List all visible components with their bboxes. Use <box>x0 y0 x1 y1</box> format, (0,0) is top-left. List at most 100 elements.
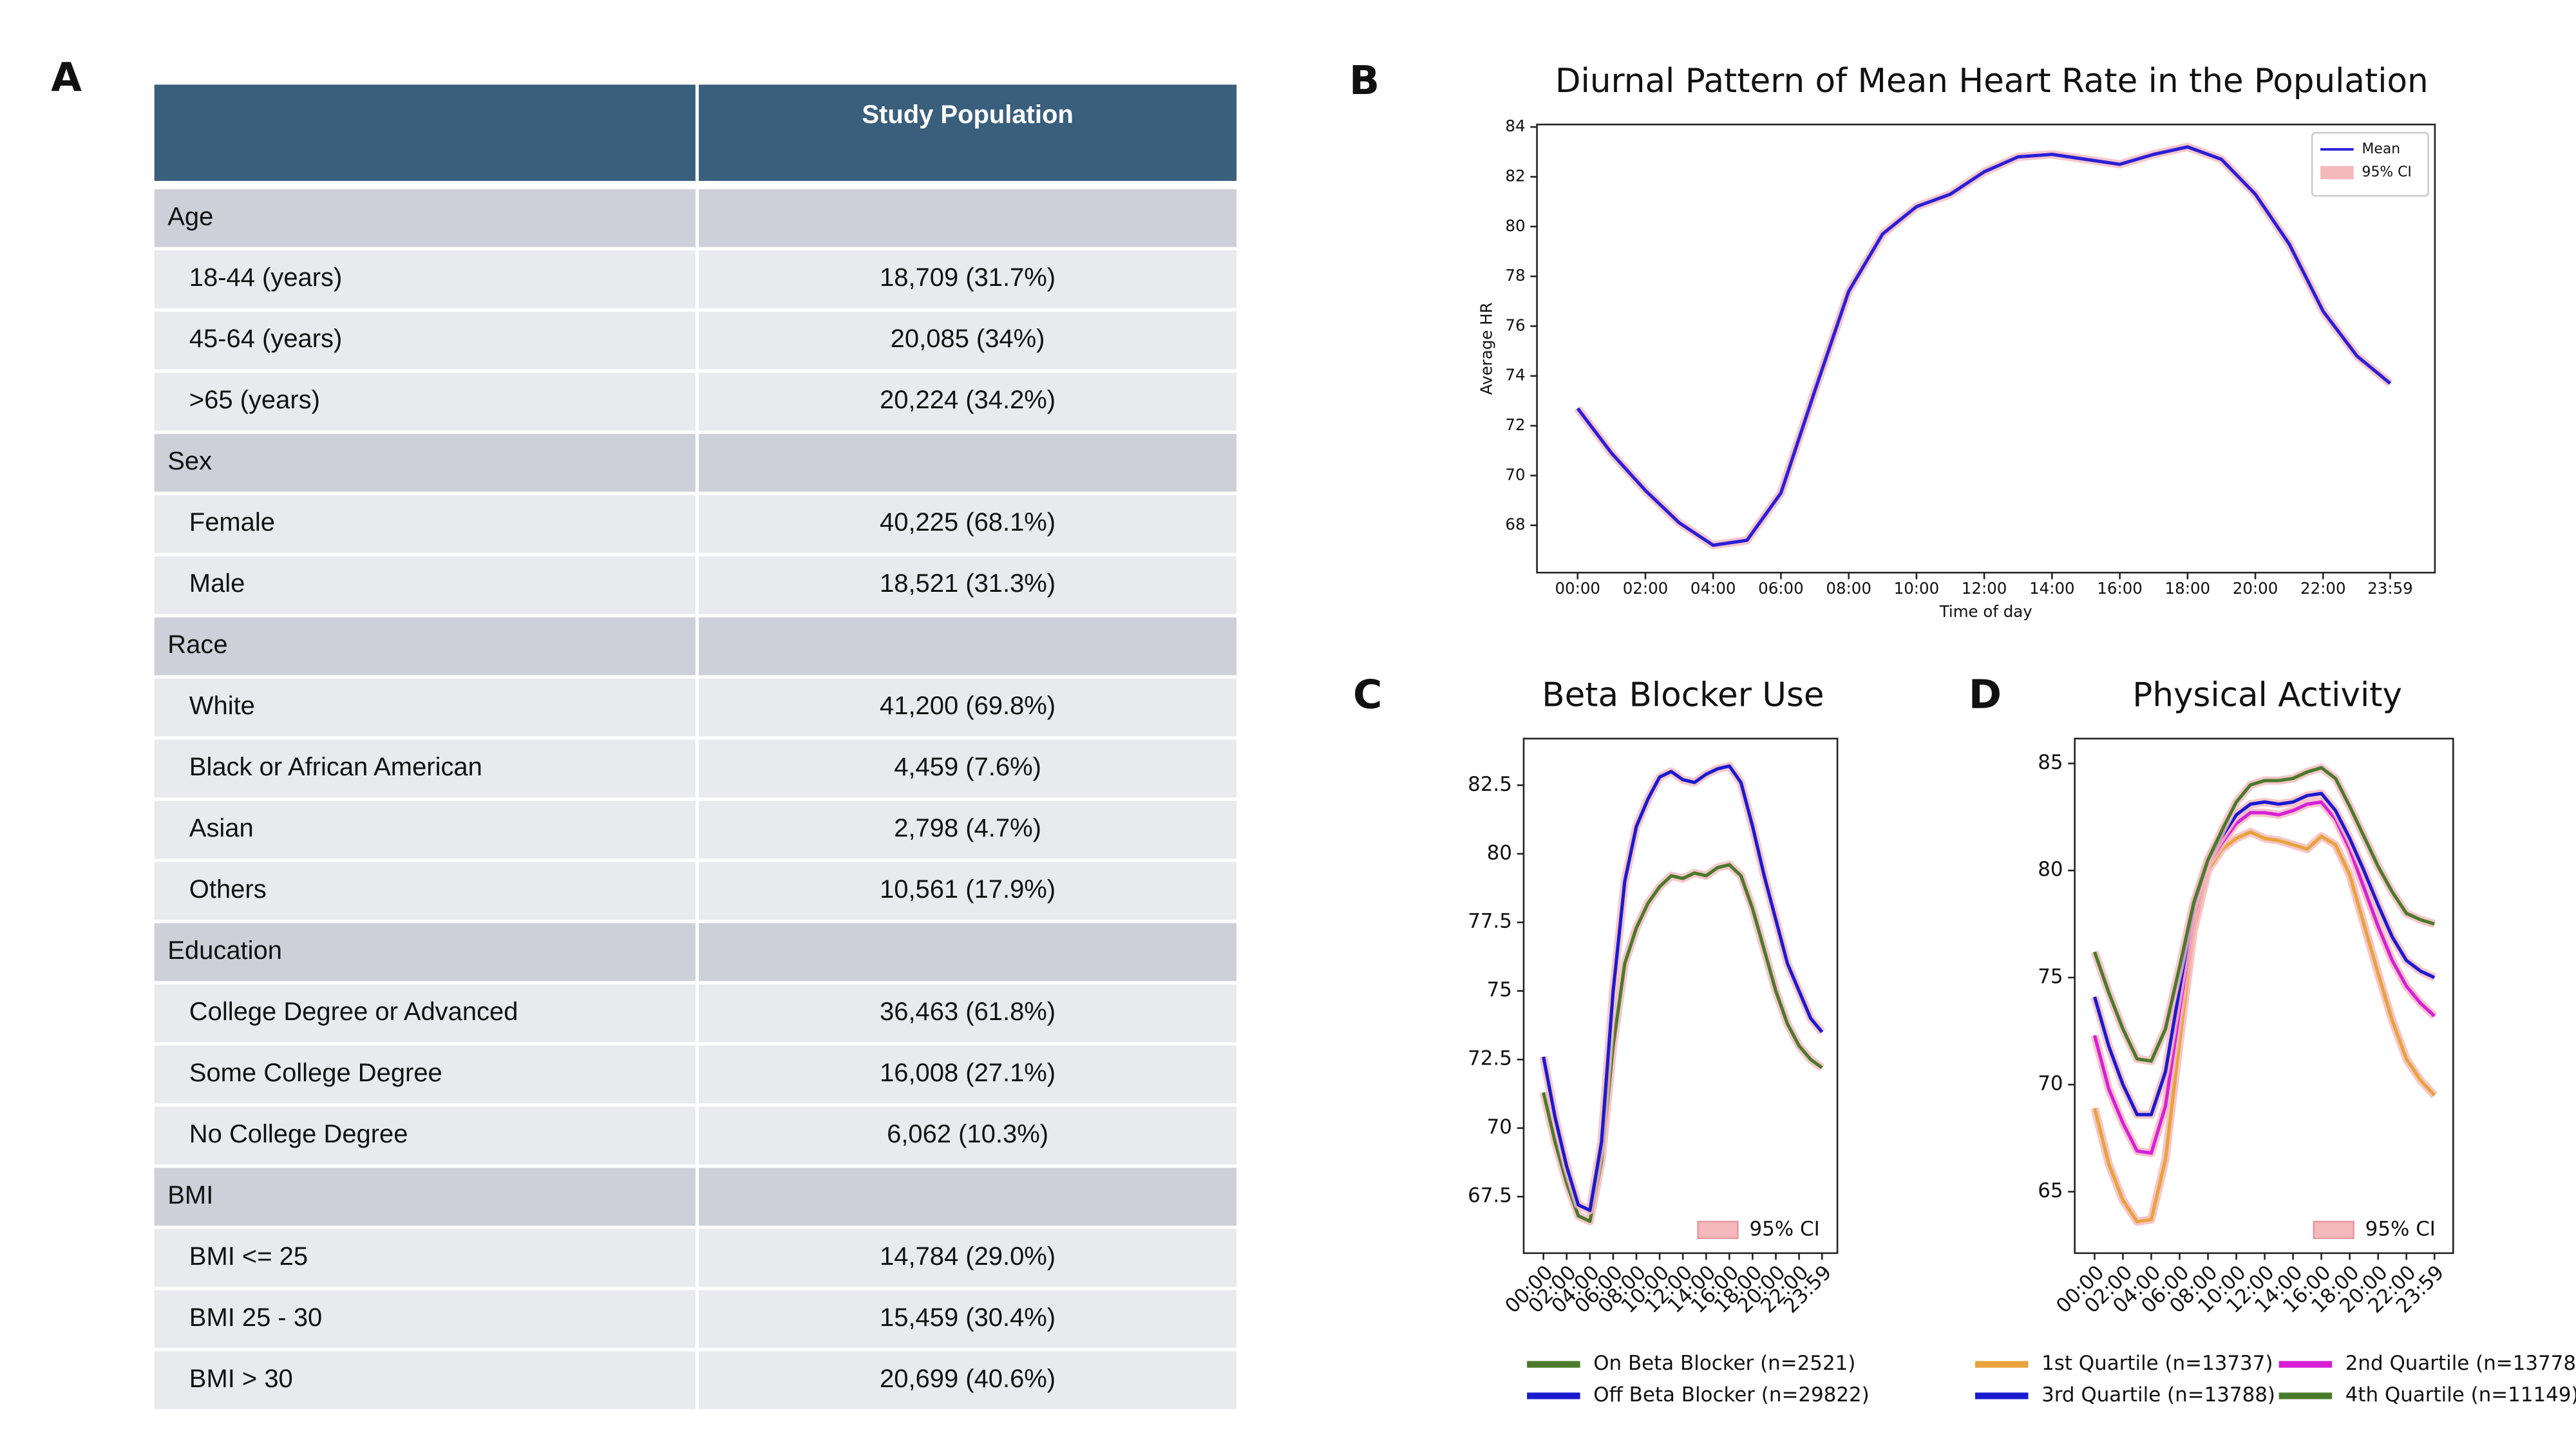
panel-label: A <box>51 54 82 100</box>
table-row <box>699 739 1237 798</box>
row-value: 10,561 (17.9%) <box>880 875 1056 904</box>
y-tick-label: 76 <box>1505 316 1525 334</box>
y-tick-label: 74 <box>1505 366 1525 384</box>
legend-swatch <box>1697 1220 1739 1239</box>
table-row <box>699 678 1237 737</box>
table-row <box>154 372 696 431</box>
section-row <box>699 617 1237 676</box>
table-row <box>699 1106 1237 1165</box>
y-tick-label: 70 <box>2038 1072 2063 1095</box>
series-line <box>2092 800 2436 1155</box>
y-tick-label: 65 <box>2038 1179 2063 1202</box>
table-row <box>154 739 696 798</box>
x-tick-label: 04:00 <box>1690 579 1736 598</box>
row-label: Black or African American <box>189 753 482 781</box>
row-value: 36,463 (61.8%) <box>880 998 1056 1026</box>
row-label: College Degree or Advanced <box>189 998 518 1026</box>
y-tick-label: 84 <box>1505 117 1525 135</box>
legend-label: 95% CI <box>2362 164 2412 180</box>
series-line <box>1542 764 1824 1213</box>
table-row <box>154 862 696 920</box>
y-tick-label: 75 <box>2038 965 2063 988</box>
section-title: Education <box>167 936 282 965</box>
row-label: Male <box>189 569 245 598</box>
x-tick-label: 16:00 <box>2097 579 2143 598</box>
table-row <box>154 1351 696 1410</box>
series-line <box>2092 791 2436 1117</box>
x-tick-label: 06:00 <box>1758 579 1804 598</box>
legend-swatch <box>2320 166 2354 180</box>
legend-label: 95% CI <box>2365 1217 2436 1240</box>
table-row <box>154 800 696 859</box>
y-tick-label: 70 <box>1487 1115 1512 1139</box>
y-tick-label: 75 <box>1487 978 1512 1001</box>
table-row <box>699 556 1237 614</box>
x-tick-label: 18:00 <box>2165 579 2211 598</box>
section-title: Race <box>167 630 227 659</box>
panel-label: C <box>1353 672 1382 718</box>
row-label: Others <box>189 875 267 904</box>
table-row <box>699 1290 1237 1349</box>
series-line <box>1542 863 1823 1224</box>
y-tick-label: 68 <box>1505 515 1525 534</box>
legend-label: Off Beta Blocker (n=29822) <box>1593 1383 1870 1406</box>
row-label: BMI 25 - 30 <box>189 1303 322 1332</box>
x-tick-label: 20:00 <box>2233 579 2278 598</box>
panel-label: B <box>1349 57 1379 104</box>
x-tick-label: 22:00 <box>2300 579 2346 598</box>
section-title: Age <box>167 202 213 231</box>
row-label: 18-44 (years) <box>189 263 342 292</box>
section-row <box>699 189 1237 247</box>
table-row <box>154 311 696 370</box>
y-tick-label: 80 <box>1505 216 1525 235</box>
table-row <box>154 1106 696 1165</box>
section-row <box>154 617 696 676</box>
table-row <box>154 1229 696 1287</box>
table-row <box>154 250 696 308</box>
table-row <box>154 678 696 737</box>
chart-title: Beta Blocker Use <box>1542 676 1824 714</box>
row-label: BMI > 30 <box>189 1365 293 1393</box>
y-tick-label: 67.5 <box>1468 1184 1512 1208</box>
chart-title: Physical Activity <box>2132 676 2402 714</box>
row-value: 40,225 (68.1%) <box>880 508 1056 536</box>
x-tick-label: 02:00 <box>1623 579 1669 598</box>
section-row <box>154 1168 696 1226</box>
section-row <box>154 923 696 981</box>
section-row <box>699 433 1237 492</box>
chart-title: Diurnal Pattern of Mean Heart Rate in th… <box>1555 62 2429 100</box>
row-label: Asian <box>189 814 254 842</box>
legend-swatch <box>2313 1220 2354 1239</box>
table-row <box>154 1045 696 1104</box>
table-row <box>699 800 1237 859</box>
legend-label: 95% CI <box>1749 1217 1819 1240</box>
table-header-title: Study Population <box>862 100 1073 129</box>
row-label: 45-64 (years) <box>189 325 342 353</box>
panel-label: D <box>1969 672 2002 718</box>
row-value: 2,798 (4.7%) <box>894 814 1041 842</box>
row-value: 6,062 (10.3%) <box>887 1120 1048 1148</box>
table-row <box>154 984 696 1043</box>
y-tick-label: 80 <box>2038 858 2063 881</box>
ci-band <box>1539 860 1825 1226</box>
y-tick-label: 78 <box>1505 266 1525 285</box>
x-tick-label: 12:00 <box>1962 579 2007 598</box>
row-label: Some College Degree <box>189 1059 442 1087</box>
ci-band <box>1574 142 2393 550</box>
series-line <box>2092 830 2436 1224</box>
section-title: BMI <box>167 1181 213 1209</box>
legend-label: On Beta Blocker (n=2521) <box>1593 1352 1855 1375</box>
row-value: 20,224 (34.2%) <box>880 386 1056 414</box>
table-row <box>699 1229 1237 1287</box>
x-tick-label: 00:00 <box>1555 579 1600 598</box>
table-row <box>699 311 1237 370</box>
row-label: >65 (years) <box>189 386 320 414</box>
row-value: 4,459 (7.6%) <box>894 753 1041 781</box>
table-row <box>699 1351 1237 1410</box>
row-label: Female <box>189 508 275 536</box>
y-tick-label: 77.5 <box>1468 910 1512 933</box>
y-tick-label: 85 <box>2038 751 2063 774</box>
y-tick-label: 70 <box>1505 465 1525 484</box>
row-label: No College Degree <box>189 1120 408 1148</box>
